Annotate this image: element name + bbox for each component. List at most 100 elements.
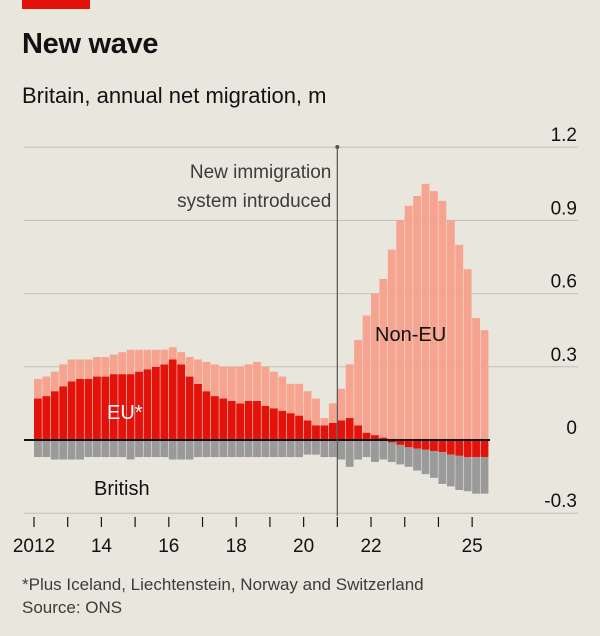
bar-eu — [244, 400, 253, 440]
bar-non-eu — [227, 366, 236, 401]
bar-non-eu — [160, 349, 169, 365]
bar-british — [295, 440, 304, 458]
bar-non-eu — [143, 349, 152, 370]
bar-non-eu — [118, 352, 127, 375]
bars-group — [34, 183, 489, 494]
bar-eu — [210, 396, 219, 440]
bar-british — [421, 449, 430, 475]
bar-non-eu — [67, 359, 76, 382]
bar-british — [345, 440, 354, 467]
bar-eu — [362, 432, 371, 440]
bar-eu — [295, 415, 304, 440]
bar-eu — [455, 440, 464, 456]
bar-eu — [135, 371, 143, 440]
bar-british — [160, 440, 169, 458]
bar-british — [404, 447, 413, 467]
bar-non-eu — [210, 364, 219, 397]
y-tick-label: 0.3 — [551, 345, 577, 366]
bar-non-eu — [151, 349, 160, 367]
bar-eu — [101, 376, 110, 440]
bar-british — [135, 440, 143, 458]
bar-non-eu — [472, 318, 480, 440]
bar-eu — [413, 440, 421, 449]
bar-eu — [34, 398, 42, 440]
bar-non-eu — [185, 357, 194, 377]
bar-eu — [430, 440, 438, 451]
policy-marker-dot — [335, 145, 340, 149]
bar-eu — [84, 379, 93, 440]
bar-non-eu — [396, 220, 405, 440]
bar-british — [202, 440, 211, 458]
label-eu: EU* — [107, 402, 143, 424]
bar-british — [337, 440, 346, 460]
bar-non-eu — [76, 359, 84, 379]
bar-non-eu — [371, 293, 379, 436]
bar-eu — [42, 396, 51, 440]
bar-british — [354, 440, 363, 460]
bar-british — [362, 440, 371, 458]
bar-eu — [76, 379, 84, 440]
bar-british — [438, 452, 447, 484]
bar-eu — [109, 374, 118, 440]
bar-british — [286, 440, 295, 458]
bar-non-eu — [379, 278, 388, 438]
bar-british — [92, 440, 101, 458]
bar-non-eu — [455, 244, 464, 440]
bar-non-eu — [320, 418, 329, 426]
bar-eu — [371, 435, 379, 440]
bar-non-eu — [286, 383, 295, 414]
x-tick-label: 16 — [158, 536, 179, 557]
bar-british — [480, 457, 489, 494]
bar-british — [76, 440, 84, 460]
bar-non-eu — [303, 391, 312, 421]
y-tick-label: 0 — [566, 418, 577, 439]
bar-british — [312, 440, 320, 455]
brand-tag — [22, 0, 90, 9]
bar-british — [118, 440, 127, 458]
bar-non-eu — [404, 205, 413, 440]
bar-non-eu — [354, 339, 363, 426]
bar-non-eu — [261, 366, 270, 406]
bar-british — [430, 450, 438, 478]
x-tick-label: 14 — [91, 536, 113, 557]
bar-eu — [59, 386, 68, 440]
y-tick-label: 0.6 — [551, 272, 577, 293]
bar-british — [261, 440, 270, 458]
bar-non-eu — [168, 347, 177, 360]
bar-eu — [126, 374, 135, 440]
x-tick-label: 22 — [360, 536, 381, 557]
bar-british — [143, 440, 152, 458]
y-tick-label: 1.2 — [551, 125, 577, 146]
bar-british — [236, 440, 245, 458]
bar-non-eu — [109, 354, 118, 375]
bar-non-eu — [253, 361, 261, 401]
bar-eu — [168, 359, 177, 440]
bar-eu — [438, 440, 447, 453]
annotation-line-1: New immigration — [190, 162, 331, 183]
bar-british — [303, 440, 312, 455]
bar-eu — [194, 383, 202, 440]
bar-eu — [421, 440, 430, 450]
bar-non-eu — [480, 330, 489, 440]
annotation-line-2: system introduced — [177, 191, 331, 212]
bar-british — [67, 440, 76, 460]
bar-non-eu — [101, 357, 110, 377]
chart-title: New wave — [22, 28, 159, 60]
bar-eu — [160, 364, 169, 440]
bar-eu — [404, 440, 413, 448]
x-tick-label: 25 — [462, 536, 483, 557]
bar-eu — [312, 425, 320, 440]
bar-british — [84, 440, 93, 458]
bar-british — [253, 440, 261, 458]
bar-non-eu — [50, 371, 59, 392]
bar-eu — [463, 440, 472, 458]
bar-non-eu — [126, 349, 135, 375]
bar-eu — [151, 366, 160, 440]
x-tick-label: 20 — [293, 536, 314, 557]
bar-eu — [67, 381, 76, 440]
bar-british — [194, 440, 202, 458]
label-british: British — [94, 478, 150, 500]
bar-british — [101, 440, 110, 458]
bar-british — [227, 440, 236, 458]
bar-eu — [480, 440, 489, 458]
